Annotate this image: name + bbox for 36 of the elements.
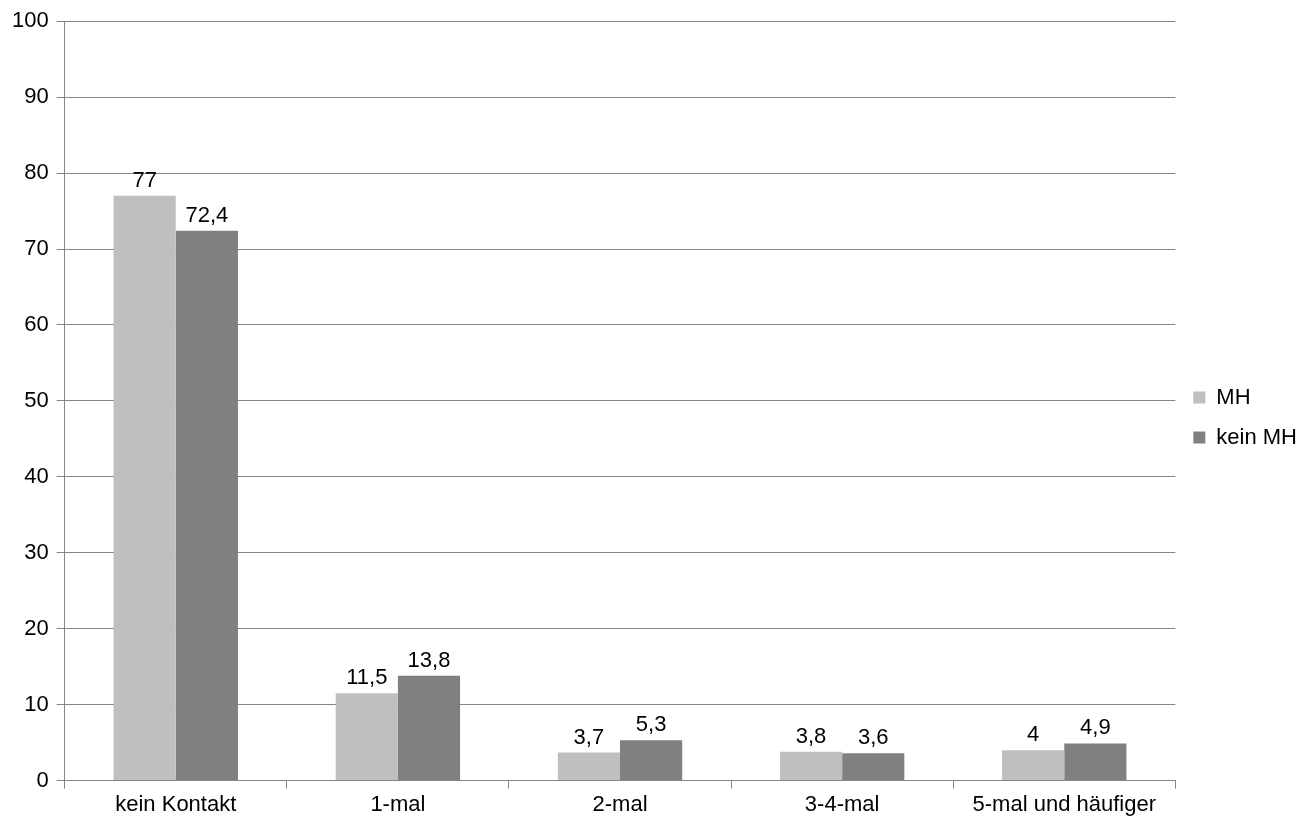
data-label: 11,5 bbox=[346, 664, 388, 690]
data-label: 3,6 bbox=[857, 724, 889, 750]
y-tick-label: 40 bbox=[24, 462, 49, 488]
y-tick-label: 20 bbox=[24, 614, 49, 640]
x-tick-label: 3-4-mal bbox=[804, 790, 880, 816]
data-label: 13,8 bbox=[407, 646, 451, 672]
x-tick-label: kein Kontakt bbox=[115, 790, 237, 816]
data-label: 77 bbox=[132, 166, 157, 192]
y-tick-label: 10 bbox=[24, 690, 49, 716]
bar bbox=[1064, 743, 1127, 781]
y-tick-label: 50 bbox=[24, 386, 49, 412]
data-label: 5,3 bbox=[635, 711, 667, 737]
bar bbox=[620, 740, 683, 781]
y-tick-label: 60 bbox=[24, 311, 49, 337]
bar bbox=[113, 195, 176, 781]
bar bbox=[779, 751, 843, 781]
y-tick-label: 90 bbox=[24, 83, 49, 109]
y-tick-label: 70 bbox=[24, 235, 49, 261]
legend-label: MH bbox=[1216, 383, 1251, 409]
y-tick-label: 30 bbox=[24, 538, 49, 564]
y-tick-label: 80 bbox=[24, 159, 49, 185]
bar bbox=[842, 753, 905, 781]
data-label: 4 bbox=[1027, 721, 1040, 747]
data-label: 3,8 bbox=[795, 722, 827, 748]
data-label: 72,4 bbox=[185, 201, 229, 227]
x-tick-label: 2-mal bbox=[592, 790, 648, 816]
x-tick-label: 5-mal und häufiger bbox=[972, 790, 1156, 816]
data-label: 4,9 bbox=[1080, 714, 1111, 740]
bar bbox=[1002, 750, 1065, 781]
legend-label: kein MH bbox=[1216, 423, 1297, 449]
y-tick-label: 100 bbox=[11, 7, 49, 33]
x-tick-label: 1-mal bbox=[370, 790, 426, 816]
data-label: 3,7 bbox=[573, 723, 605, 749]
bar bbox=[335, 693, 398, 781]
bar bbox=[557, 752, 621, 781]
y-tick-label: 0 bbox=[36, 766, 49, 792]
